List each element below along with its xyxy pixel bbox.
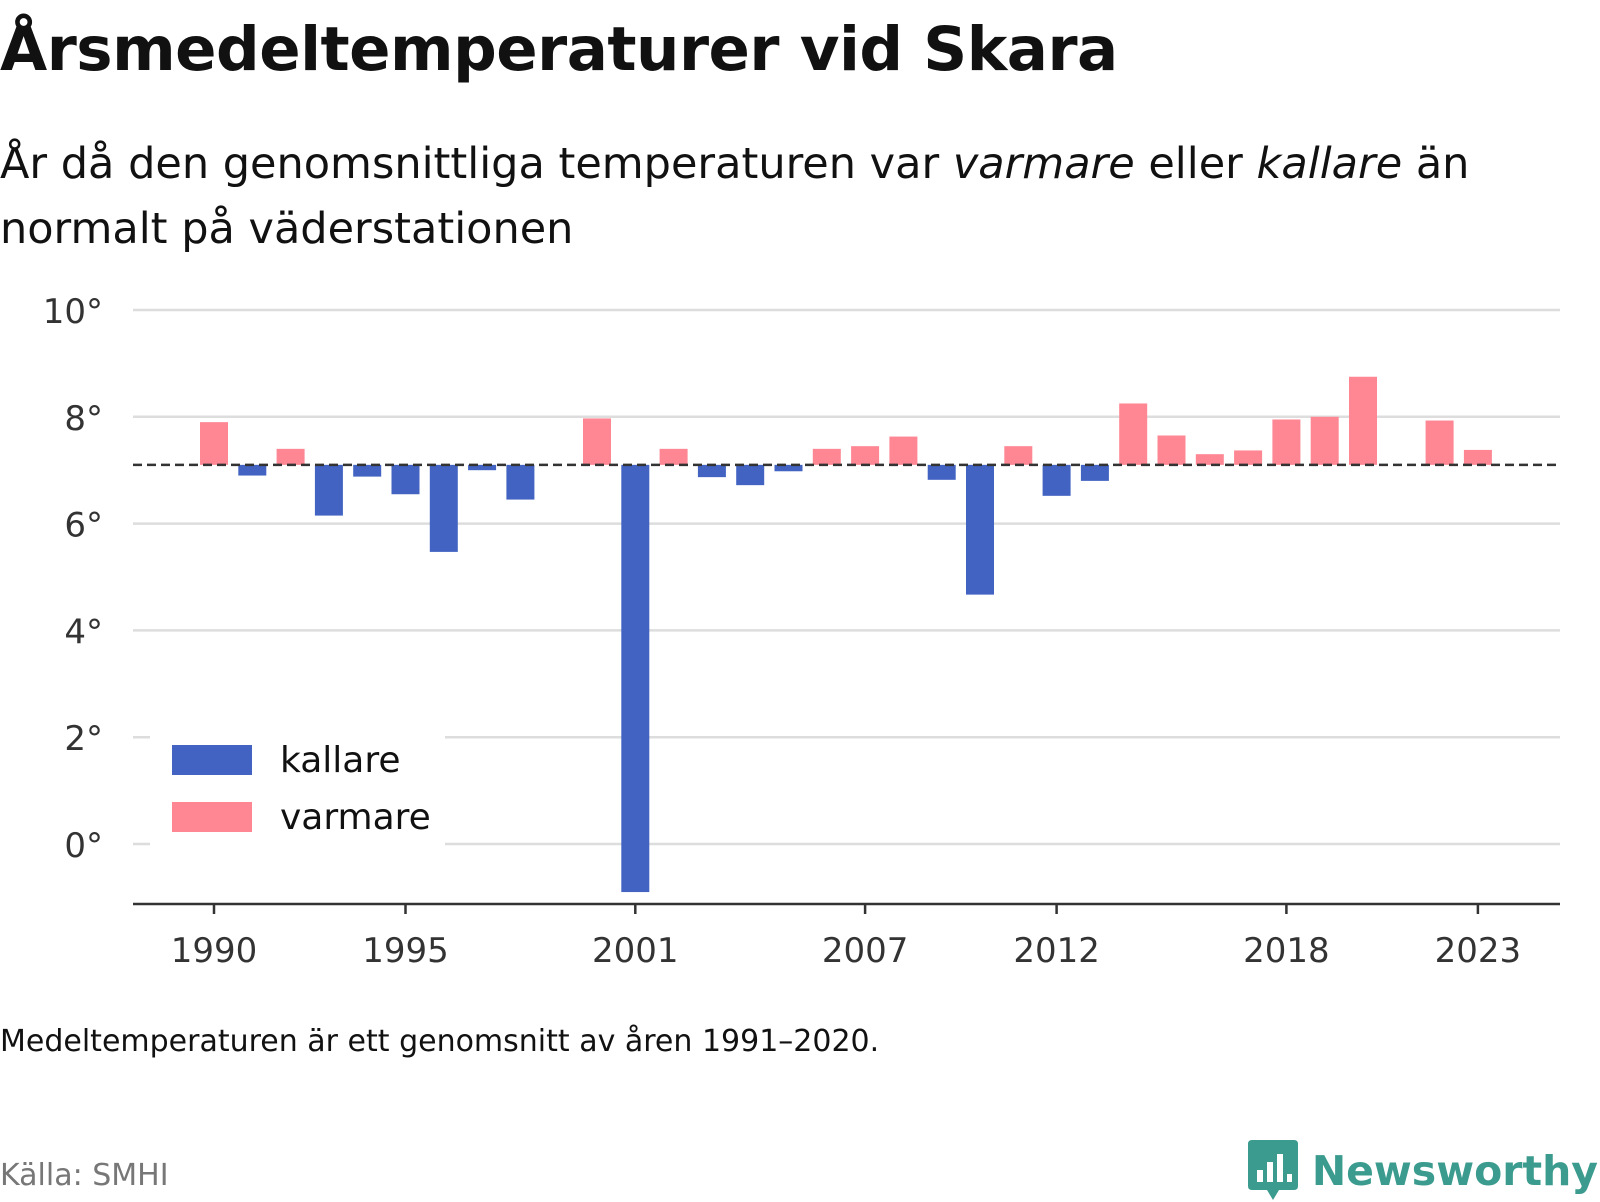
bar-colder <box>468 464 497 471</box>
bar-colder <box>966 464 994 595</box>
x-tick-label: 1990 <box>171 931 258 971</box>
y-tick-label: 2° <box>64 719 103 759</box>
legend-label: varmare <box>280 797 431 838</box>
bar-warmer <box>200 422 228 465</box>
bar-warmer <box>1234 450 1263 465</box>
x-tick-label: 1995 <box>362 931 449 971</box>
bar-colder <box>353 464 382 477</box>
bar-warmer <box>1157 435 1186 465</box>
subtitle-part-3: än normalt på väderstationen <box>0 139 1470 254</box>
bar-warmer <box>889 436 918 465</box>
bar-colder <box>927 464 956 480</box>
bar-warmer <box>1004 446 1033 465</box>
newsworthy-logo-icon <box>1247 1140 1298 1200</box>
bar-warmer <box>1272 419 1301 465</box>
bar-colder <box>621 464 650 893</box>
bar-warmer <box>1119 403 1148 465</box>
bar-colder <box>391 464 420 495</box>
bar-colder <box>1042 464 1071 496</box>
y-tick-label: 4° <box>64 612 103 652</box>
bar-warmer <box>1425 420 1454 465</box>
subtitle-emphasis-colder: kallare <box>1256 139 1403 189</box>
legend-swatch <box>172 745 252 775</box>
bar-colder <box>238 464 267 476</box>
bar-warmer <box>1463 449 1492 465</box>
y-tick-label: 10° <box>43 292 103 332</box>
source-note: Källa: SMHI <box>0 1158 169 1193</box>
bar-colder <box>506 464 535 500</box>
y-tick-label: 6° <box>64 506 103 546</box>
bar-colder <box>429 464 458 552</box>
bar-chart: 0° 2° 4° 6° 8° 10° 1990 1995 2001 2007 2012 2018 202… <box>43 292 1560 971</box>
bar-warmer <box>1310 416 1339 465</box>
y-tick-label: 8° <box>64 399 103 439</box>
subtitle-part-1: År då den genomsnittliga temperaturen va… <box>0 139 953 189</box>
bar-warmer <box>1195 454 1224 465</box>
y-tick-label: 0° <box>64 826 103 866</box>
subtitle-part-2: eller <box>1134 139 1257 189</box>
bar-warmer <box>1349 376 1377 465</box>
legend-swatch <box>172 802 252 832</box>
subtitle-emphasis-warmer: varmare <box>952 139 1135 189</box>
x-tick-label: 2001 <box>592 931 679 971</box>
bar-colder <box>736 464 765 486</box>
x-tick-label: 2023 <box>1435 931 1522 971</box>
chart-title: Årsmedeltemperaturer vid Skara <box>0 14 1118 85</box>
legend: kallare varmare <box>150 726 445 862</box>
bar-colder <box>774 464 803 472</box>
bar-warmer <box>812 448 841 465</box>
bar-colder <box>1080 464 1109 481</box>
bar-warmer <box>276 448 305 465</box>
brand: Newsworthy <box>1247 1140 1598 1202</box>
bar-colder <box>697 464 726 478</box>
chart-subtitle: År då den genomsnittliga temperaturen va… <box>0 132 1520 262</box>
bar-warmer <box>659 448 688 465</box>
brand-name: Newsworthy <box>1311 1147 1598 1195</box>
x-tick-label: 2012 <box>1013 931 1100 971</box>
legend-label: kallare <box>280 740 401 781</box>
x-tick-label: 2018 <box>1243 931 1330 971</box>
x-tick-label: 2007 <box>822 931 909 971</box>
bar-warmer <box>583 418 611 465</box>
footnote: Medeltemperaturen är ett genomsnitt av å… <box>0 1024 880 1059</box>
bar-colder <box>314 464 343 516</box>
bar-warmer <box>851 446 880 465</box>
